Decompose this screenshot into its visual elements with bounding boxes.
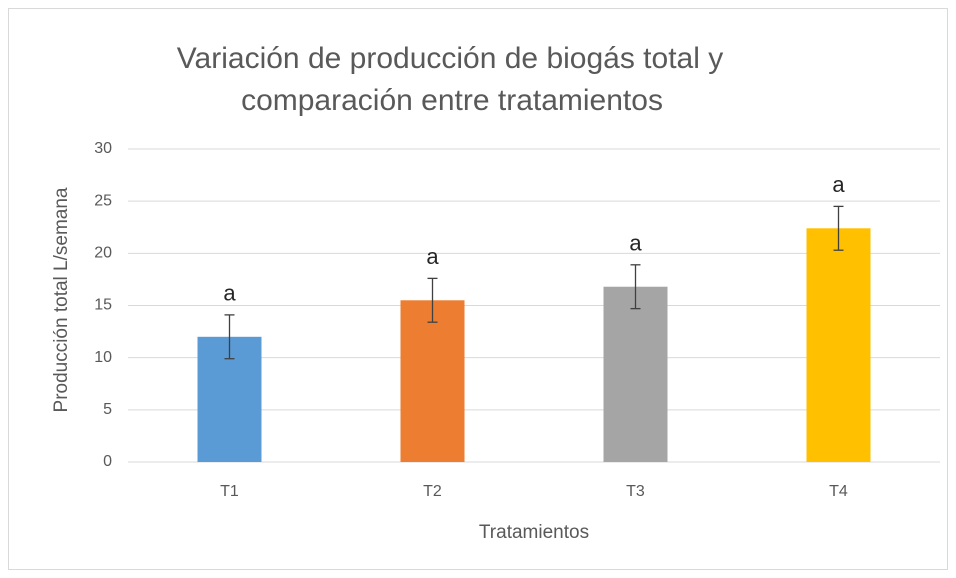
annotation: a — [426, 244, 439, 269]
y-tick-label: 30 — [94, 140, 112, 157]
x-tick-label: T2 — [423, 483, 442, 500]
annotation: a — [223, 281, 236, 306]
bar — [806, 228, 871, 462]
chart-title: comparación entre tratamientos — [241, 84, 663, 117]
error-bar — [630, 264, 641, 310]
x-tick-label: T1 — [220, 483, 239, 500]
annotation: a — [832, 172, 845, 197]
y-tick-label: 10 — [94, 349, 112, 366]
annotation: a — [629, 231, 642, 256]
x-tick-label: T3 — [626, 483, 645, 500]
y-tick-label: 5 — [103, 401, 112, 418]
y-axis-label: Producción total L/semana — [51, 187, 72, 412]
y-tick-label: 15 — [94, 297, 112, 314]
x-tick-label: T4 — [829, 483, 848, 500]
y-tick-label: 0 — [103, 453, 112, 470]
error-bar — [427, 277, 438, 323]
error-bar — [833, 205, 844, 251]
error-bar — [224, 314, 235, 360]
chart-title: Variación de producción de biogás total … — [177, 42, 723, 75]
bar — [603, 286, 668, 462]
bar — [400, 300, 465, 462]
y-tick-label: 25 — [94, 192, 112, 209]
chart-border — [8, 8, 948, 570]
y-tick-label: 20 — [94, 245, 112, 262]
x-axis-label: Tratamientos — [479, 522, 589, 543]
